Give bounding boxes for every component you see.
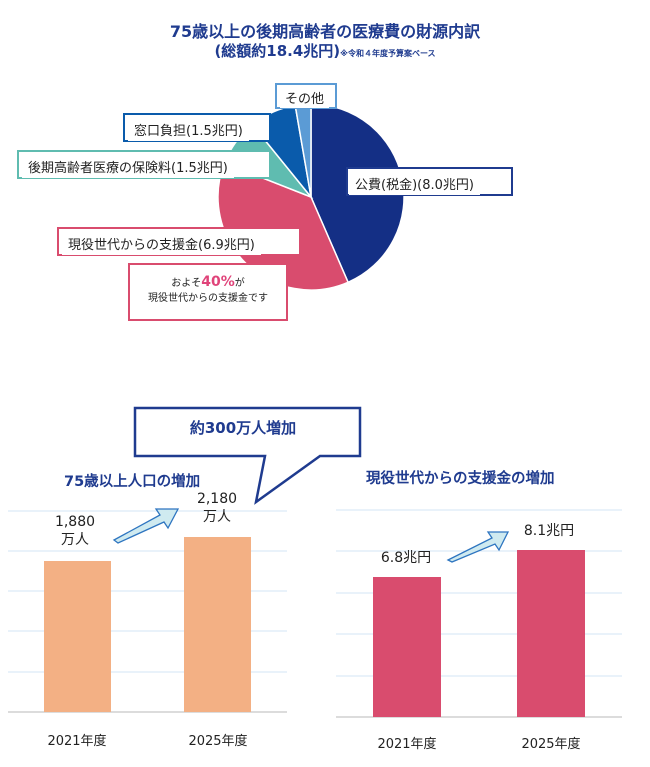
arrow-right-icon xyxy=(446,531,510,563)
pie-label-copay: 窓口負担(1.5兆円) xyxy=(128,118,249,141)
arrow-left-icon xyxy=(112,508,180,544)
right-value-2021: 6.8兆円 xyxy=(380,550,432,566)
callout-bubble xyxy=(133,406,362,505)
callout-text: 約300万人増加 xyxy=(189,419,297,437)
bar-right-2025 xyxy=(517,550,585,717)
pie-note: ※令和４年度予算案ベース xyxy=(340,49,436,58)
left-value-2021-number: 1,880 xyxy=(54,514,96,530)
note-line2: 現役世代からの支援金です xyxy=(148,293,268,304)
left-value-2025: 2,180 万人 xyxy=(182,490,252,526)
pie-label-premium: 後期高齢者医療の保険料(1.5兆円) xyxy=(22,155,234,178)
left-value-2025-number: 2,180 xyxy=(196,491,238,507)
pie-label-public: 公費(税金)(8.0兆円) xyxy=(349,172,480,195)
note-prefix: およそ xyxy=(171,278,202,289)
pie-annotation-box: およそ40%が 現役世代からの支援金です xyxy=(128,263,288,321)
bar-right-2021 xyxy=(373,577,441,717)
pie-label-other: その他 xyxy=(280,87,330,108)
left-xlabel-2021: 2021年度 xyxy=(47,734,107,749)
left-value-2021-unit: 万人 xyxy=(61,532,89,548)
left-chart-title: 75歳以上人口の増加 xyxy=(64,474,201,490)
note-percent: 40% xyxy=(201,274,235,290)
bar-left-2021 xyxy=(44,561,111,712)
left-xlabel-2025: 2025年度 xyxy=(188,734,248,749)
note-suffix: が xyxy=(234,278,245,289)
pie-chart-subtitle: (総額約18.4兆円)※令和４年度予算案ベース xyxy=(0,40,650,61)
left-value-2021: 1,880 万人 xyxy=(40,513,110,549)
pie-total: (総額約18.4兆円) xyxy=(214,42,341,60)
pie-chart-title: 75歳以上の後期高齢者の医療費の財源内訳 xyxy=(169,22,481,41)
right-value-2025: 8.1兆円 xyxy=(523,523,575,539)
bar-left-2025 xyxy=(184,537,251,712)
pie-label-support: 現役世代からの支援金(6.9兆円) xyxy=(62,232,261,255)
left-value-2025-unit: 万人 xyxy=(203,509,231,525)
right-chart-title: 現役世代からの支援金の増加 xyxy=(366,471,555,487)
right-xlabel-2025: 2025年度 xyxy=(521,737,581,752)
right-xlabel-2021: 2021年度 xyxy=(377,737,437,752)
